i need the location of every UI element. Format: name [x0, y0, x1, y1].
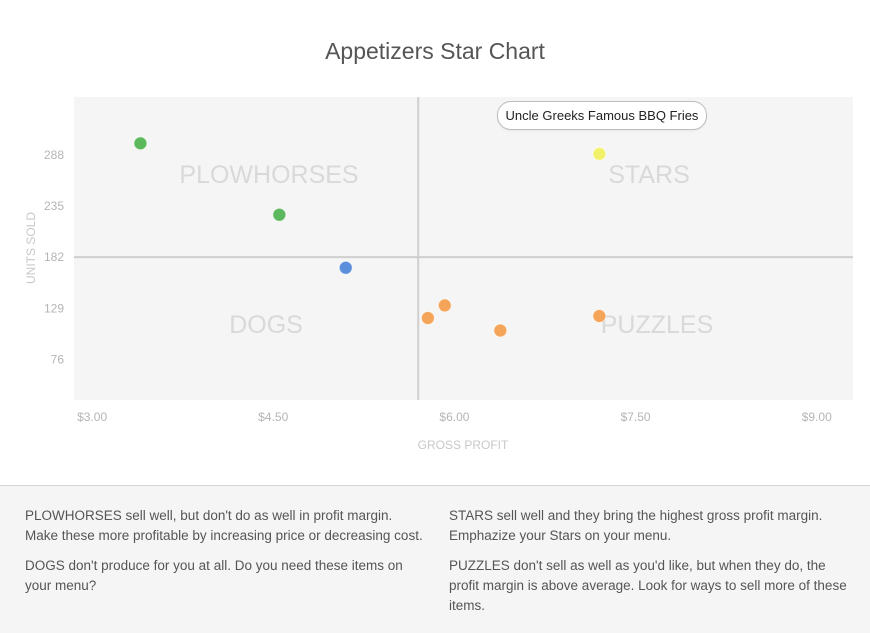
- quadrant-label-dogs: DOGS: [229, 311, 303, 339]
- note-puzzles-text: don't sell as well as you'd like, but wh…: [449, 558, 847, 613]
- note-puzzles-keyword: PUZZLES: [449, 558, 510, 573]
- note-dogs-keyword: DOGS: [25, 558, 65, 573]
- y-tick-label: 129: [44, 301, 64, 315]
- note-stars-keyword: STARS: [449, 508, 494, 523]
- x-axis-ticks: $3.00 $4.50 $6.00 $7.50 $9.00: [77, 410, 832, 424]
- data-point[interactable]: [493, 323, 508, 338]
- plot-area: [74, 97, 853, 400]
- x-axis-title: GROSS PROFIT: [418, 438, 509, 452]
- data-point[interactable]: [592, 309, 607, 324]
- data-point[interactable]: [272, 207, 287, 222]
- note-dogs-text: don't produce for you at all. Do you nee…: [25, 558, 403, 593]
- data-point[interactable]: [437, 298, 452, 313]
- data-points: [133, 136, 607, 338]
- note-puzzles: PUZZLES don't sell as well as you'd like…: [449, 556, 849, 616]
- data-point[interactable]: [592, 146, 607, 161]
- quadrant-label-puzzles: PUZZLES: [601, 311, 714, 339]
- note-plowhorses-text: sell well, but don't do as well in profi…: [25, 508, 423, 543]
- quadrant-label-plowhorses: PLOWHORSES: [179, 161, 358, 189]
- data-point[interactable]: [133, 136, 148, 151]
- point-tooltip: Uncle Greeks Famous BBQ Fries: [497, 101, 707, 130]
- y-tick-label: 76: [51, 352, 65, 366]
- legend-panel: PLOWHORSES sell well, but don't do as we…: [0, 485, 870, 633]
- y-tick-label: 288: [44, 148, 64, 162]
- y-axis-title: UNITS SOLD: [24, 212, 38, 284]
- x-tick-label: $4.50: [258, 410, 288, 424]
- y-axis-ticks: 76 129 182 235 288: [44, 148, 64, 367]
- note-plowhorses: PLOWHORSES sell well, but don't do as we…: [25, 506, 425, 546]
- y-tick-label: 235: [44, 199, 64, 213]
- data-point[interactable]: [420, 310, 435, 325]
- star-chart: PLOWHORSES STARS DOGS PUZZLES $3.00 $4.50…: [24, 97, 853, 452]
- note-plowhorses-keyword: PLOWHORSES: [25, 508, 122, 523]
- y-tick-label: 182: [44, 250, 64, 264]
- x-tick-label: $3.00: [77, 410, 107, 424]
- x-tick-label: $7.50: [621, 410, 651, 424]
- note-stars: STARS sell well and they bring the highe…: [449, 506, 849, 546]
- x-tick-label: $6.00: [439, 410, 469, 424]
- x-tick-label: $9.00: [802, 410, 832, 424]
- quadrant-label-stars: STARS: [608, 161, 690, 189]
- note-dogs: DOGS don't produce for you at all. Do yo…: [25, 556, 425, 596]
- data-point[interactable]: [338, 260, 353, 275]
- chart-title: Appetizers Star Chart: [325, 38, 545, 64]
- note-stars-text: sell well and they bring the highest gro…: [449, 508, 823, 543]
